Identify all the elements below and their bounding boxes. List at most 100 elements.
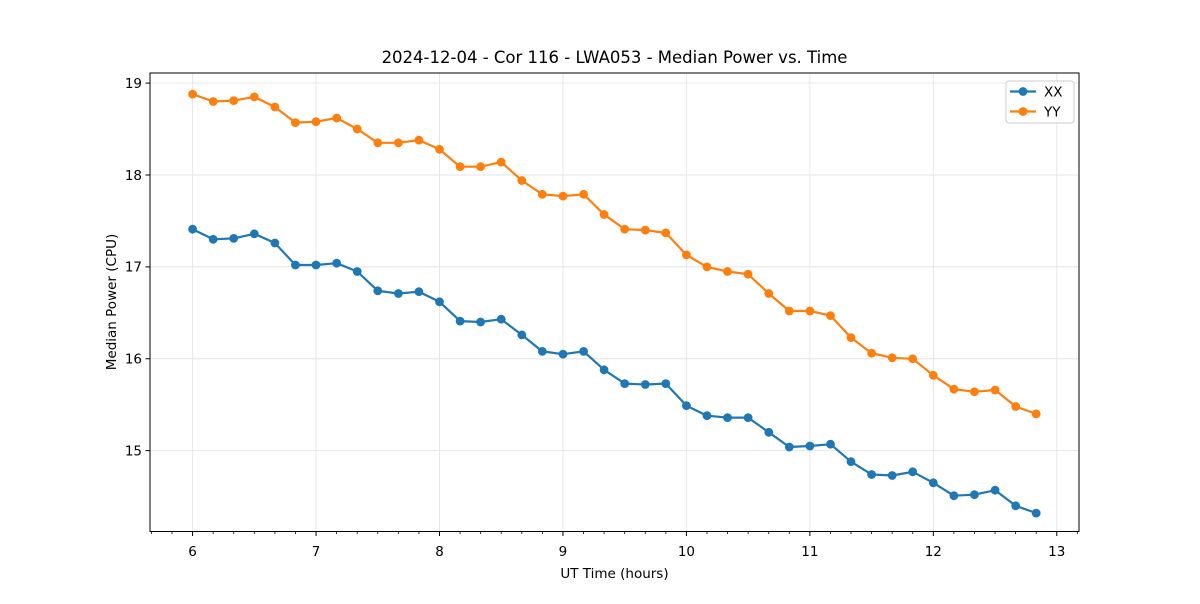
data-point-yy <box>373 138 383 148</box>
data-point-yy <box>620 224 630 234</box>
data-point-yy <box>1031 409 1041 419</box>
data-point-yy <box>188 89 198 99</box>
data-point-yy <box>537 189 547 199</box>
data-point-yy <box>352 124 362 134</box>
data-point-xx <box>702 411 712 421</box>
data-point-yy <box>435 144 444 154</box>
x-tick-label: 11 <box>801 544 818 560</box>
data-point-yy <box>949 384 959 394</box>
data-point-xx <box>537 347 547 356</box>
data-series <box>188 89 1041 518</box>
x-tick-label: 10 <box>678 544 695 560</box>
y-tick-label: 18 <box>125 168 142 184</box>
data-point-yy <box>682 250 691 260</box>
data-point-yy <box>908 354 918 364</box>
data-point-xx <box>908 467 918 477</box>
data-point-xx <box>229 234 239 243</box>
data-point-xx <box>394 289 403 298</box>
x-tick-label: 6 <box>188 544 197 560</box>
x-tick-label: 8 <box>435 544 444 560</box>
data-point-xx <box>764 427 774 437</box>
data-point-yy <box>332 113 342 123</box>
data-point-yy <box>867 348 876 358</box>
data-point-xx <box>517 330 527 340</box>
data-point-xx <box>682 401 691 410</box>
data-point-xx <box>270 238 280 248</box>
legend-label-yy: YY <box>1043 104 1061 120</box>
data-point-xx <box>558 349 568 359</box>
data-point-yy <box>640 225 650 235</box>
x-axis-label: UT Time (hours) <box>560 566 668 582</box>
data-point-xx <box>1011 501 1021 511</box>
data-point-yy <box>394 138 403 148</box>
data-point-yy <box>846 333 856 342</box>
data-point-xx <box>599 365 609 375</box>
x-tick-label: 12 <box>925 544 942 560</box>
data-point-yy <box>599 210 609 219</box>
y-tick-label: 19 <box>125 76 142 92</box>
data-point-yy <box>743 269 753 279</box>
y-tick-label: 15 <box>125 443 142 459</box>
plot-border <box>149 72 1080 532</box>
data-point-yy <box>414 135 424 145</box>
chart-title: 2024-12-04 - Cor 116 - LWA053 - Median P… <box>382 48 848 67</box>
data-point-yy <box>208 97 218 106</box>
data-point-xx <box>579 347 588 356</box>
legend-sample-marker-xx <box>1018 87 1028 96</box>
legend-box <box>1005 80 1075 124</box>
data-point-yy <box>764 289 774 298</box>
data-point-xx <box>970 490 979 500</box>
data-point-xx <box>990 485 1000 495</box>
data-point-xx <box>826 439 835 449</box>
data-point-xx <box>352 267 362 276</box>
data-point-xx <box>249 229 259 239</box>
data-point-yy <box>970 387 979 397</box>
data-point-xx <box>188 224 198 234</box>
data-point-yy <box>476 162 485 172</box>
data-point-xx <box>846 457 856 467</box>
legend: XX YY <box>1005 80 1075 124</box>
data-point-yy <box>784 306 794 316</box>
axes-spines <box>149 72 1080 532</box>
data-point-xx <box>414 287 424 297</box>
data-point-xx <box>476 317 485 327</box>
data-point-yy <box>990 385 1000 395</box>
y-tick-label: 17 <box>125 260 142 276</box>
axis-ticks <box>145 82 1078 536</box>
series-line-yy <box>191 92 1038 415</box>
data-point-yy <box>291 118 300 127</box>
data-point-xx <box>928 478 938 488</box>
data-point-xx <box>887 471 897 480</box>
data-point-yy <box>311 117 321 127</box>
data-point-yy <box>928 370 938 380</box>
data-point-yy <box>887 353 897 363</box>
data-point-yy <box>579 189 588 199</box>
data-point-xx <box>640 380 650 389</box>
data-point-yy <box>805 306 815 316</box>
x-tick-label: 9 <box>559 544 568 560</box>
data-point-yy <box>702 262 712 272</box>
y-tick-label: 16 <box>125 352 142 368</box>
data-point-yy <box>270 102 280 112</box>
data-point-xx <box>805 441 815 451</box>
data-point-xx <box>373 286 383 296</box>
data-point-xx <box>208 234 218 244</box>
data-point-xx <box>1031 508 1041 518</box>
data-point-yy <box>249 92 259 102</box>
data-point-xx <box>661 379 671 388</box>
grid-lines <box>150 73 1079 532</box>
data-point-xx <box>311 260 321 270</box>
data-point-yy <box>517 176 527 185</box>
data-point-xx <box>332 258 342 268</box>
y-axis-label: Median Power (CPU) <box>104 234 120 370</box>
data-point-yy <box>826 311 835 320</box>
x-tick-label: 13 <box>1048 544 1065 560</box>
data-point-yy <box>1011 402 1021 411</box>
data-point-xx <box>455 316 465 326</box>
data-point-xx <box>743 413 753 422</box>
legend-sample-marker-yy <box>1018 107 1028 116</box>
data-point-yy <box>496 157 506 167</box>
data-point-yy <box>229 96 239 105</box>
